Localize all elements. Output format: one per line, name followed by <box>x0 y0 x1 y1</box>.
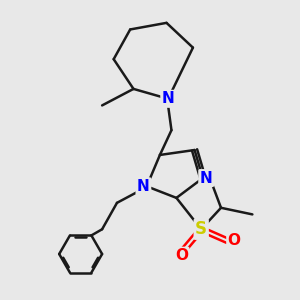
Text: S: S <box>195 220 207 238</box>
Text: N: N <box>137 179 150 194</box>
Text: O: O <box>228 233 241 248</box>
Text: N: N <box>162 91 175 106</box>
Text: N: N <box>200 171 212 186</box>
Text: O: O <box>175 248 188 263</box>
